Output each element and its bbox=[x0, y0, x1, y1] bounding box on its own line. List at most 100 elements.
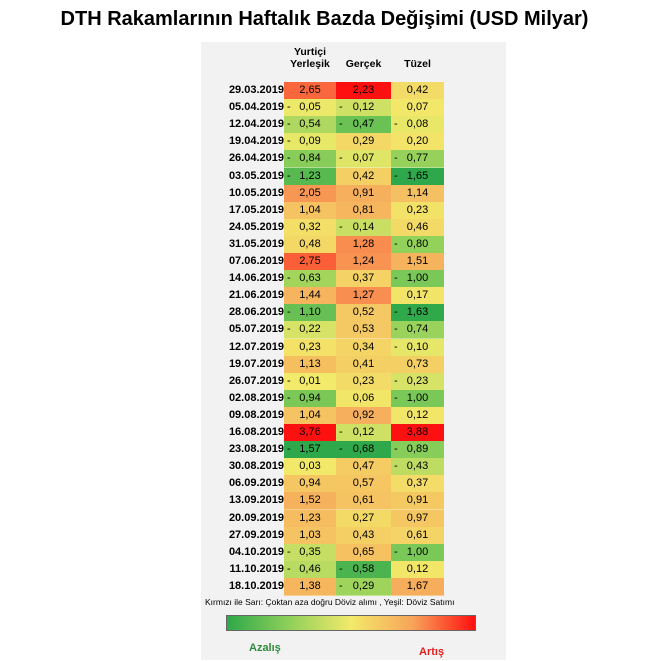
heatmap-cell: 0,03 bbox=[284, 458, 336, 477]
cell-value: 0,29 bbox=[352, 579, 375, 592]
cell-value: 0,42 bbox=[352, 169, 375, 182]
heatmap-cell: 1,13 bbox=[284, 355, 336, 374]
heatmap-cell: -0,54 bbox=[284, 116, 336, 135]
row-date: 17.05.2019 bbox=[228, 203, 284, 216]
cell-value: 1,52 bbox=[299, 494, 321, 507]
heatmap-cell: -0,77 bbox=[391, 150, 444, 169]
cell-value: 0,07 bbox=[352, 152, 375, 165]
cell-value: 1,04 bbox=[299, 203, 321, 216]
heatmap-cell: -1,23 bbox=[284, 167, 336, 186]
negative-sign: - bbox=[339, 579, 343, 592]
heatmap-cell: -0,74 bbox=[391, 321, 444, 340]
heatmap-cell: 0,73 bbox=[391, 355, 444, 374]
negative-sign: - bbox=[394, 118, 398, 131]
negative-sign: - bbox=[394, 460, 398, 473]
cell-value: 2,75 bbox=[299, 255, 321, 267]
heatmap-cell: 2,05 bbox=[284, 184, 336, 203]
heatmap-cell: -0,09 bbox=[284, 133, 336, 152]
cell-value: 0,92 bbox=[352, 408, 375, 421]
row-date: 19.04.2019 bbox=[228, 135, 284, 148]
cell-value: 0,63 bbox=[299, 272, 321, 285]
heatmap-cell: 0,34 bbox=[336, 338, 391, 357]
cell-value: 1,51 bbox=[406, 255, 429, 267]
heatmap-cell: 1,67 bbox=[391, 577, 444, 596]
heatmap-cell: 0,57 bbox=[336, 475, 391, 494]
row-date: 23.08.2019 bbox=[228, 443, 284, 456]
heatmap-cell: 0,61 bbox=[391, 526, 444, 545]
cell-value: 1,38 bbox=[299, 579, 321, 592]
negative-sign: - bbox=[287, 118, 291, 131]
cell-value: 1,44 bbox=[299, 289, 321, 302]
negative-sign: - bbox=[394, 340, 398, 353]
cell-value: 1,57 bbox=[299, 443, 321, 456]
heatmap-cell: -0,12 bbox=[336, 99, 391, 118]
heatmap-cell: -0,05 bbox=[284, 99, 336, 118]
heatmap-cell: -0,10 bbox=[391, 338, 444, 357]
negative-sign: - bbox=[394, 306, 398, 319]
cell-value: 0,37 bbox=[406, 477, 429, 490]
heatmap-cell: 3,88 bbox=[391, 424, 444, 442]
cell-value: 1,28 bbox=[352, 237, 375, 250]
cell-value: 0,48 bbox=[299, 237, 321, 250]
row-date: 16.08.2019 bbox=[228, 426, 284, 438]
heatmap-cell: -0,80 bbox=[391, 235, 444, 254]
negative-sign: - bbox=[287, 323, 291, 336]
cell-value: 0,47 bbox=[352, 118, 375, 131]
heatmap-cell: -1,00 bbox=[391, 543, 444, 562]
cell-value: 1,04 bbox=[299, 408, 321, 421]
cell-value: 0,10 bbox=[406, 340, 429, 353]
negative-sign: - bbox=[339, 426, 343, 438]
negative-sign: - bbox=[339, 443, 343, 456]
cell-value: 0,23 bbox=[406, 374, 429, 387]
column-header-line: Tüzel bbox=[404, 58, 431, 70]
heatmap-cell: 0,23 bbox=[391, 201, 444, 220]
legend-low-label: Azalış bbox=[249, 642, 281, 654]
negative-sign: - bbox=[287, 306, 291, 319]
cell-value: 0,23 bbox=[406, 203, 429, 216]
negative-sign: - bbox=[394, 545, 398, 558]
heatmap-cell: 2,75 bbox=[284, 253, 336, 271]
cell-value: 0,46 bbox=[299, 562, 321, 575]
heatmap-cell: 2,65 bbox=[284, 82, 336, 100]
heatmap-cell: 0,43 bbox=[336, 526, 391, 545]
cell-value: 0,34 bbox=[352, 340, 375, 353]
heatmap-cell: 0,23 bbox=[284, 338, 336, 357]
negative-sign: - bbox=[394, 323, 398, 336]
cell-value: 1,03 bbox=[299, 528, 321, 541]
cell-value: 1,13 bbox=[299, 357, 321, 370]
cell-value: 0,12 bbox=[352, 426, 375, 438]
heatmap-cell: 0,06 bbox=[336, 389, 391, 408]
heatmap-cell: 0,07 bbox=[391, 99, 444, 118]
negative-sign: - bbox=[394, 237, 398, 250]
heatmap-cell: 0,42 bbox=[391, 82, 444, 100]
row-date: 12.07.2019 bbox=[228, 340, 284, 353]
negative-sign: - bbox=[287, 272, 291, 285]
cell-value: 1,24 bbox=[352, 255, 375, 267]
legend-text: Kırmızı ile Sarı: Çoktan aza doğru Döviz… bbox=[205, 597, 455, 607]
negative-sign: - bbox=[287, 169, 291, 182]
heatmap-cell: 0,29 bbox=[336, 133, 391, 152]
cell-value: 0,65 bbox=[352, 545, 375, 558]
cell-value: 0,37 bbox=[352, 272, 375, 285]
cell-value: 0,94 bbox=[299, 391, 321, 404]
row-date: 20.09.2019 bbox=[228, 511, 284, 524]
legend-high-label: Artış bbox=[419, 646, 445, 658]
row-date: 29.03.2019 bbox=[228, 84, 284, 96]
negative-sign: - bbox=[287, 152, 291, 165]
negative-sign: - bbox=[339, 220, 343, 233]
cell-value: 0,54 bbox=[299, 118, 321, 131]
column-header-line: Gerçek bbox=[345, 58, 382, 70]
heatmap-cell: 0,47 bbox=[336, 458, 391, 477]
cell-value: 2,23 bbox=[352, 84, 375, 96]
row-date: 21.06.2019 bbox=[228, 289, 284, 302]
color-scale-bar bbox=[226, 615, 476, 631]
heatmap-cell: 0,91 bbox=[391, 492, 444, 511]
heatmap-cell: 0,52 bbox=[336, 304, 391, 323]
cell-value: 1,67 bbox=[406, 579, 429, 592]
heatmap-cell: -0,08 bbox=[391, 116, 444, 135]
cell-value: 0,03 bbox=[299, 460, 321, 473]
row-date: 10.05.2019 bbox=[228, 186, 284, 199]
column-header-line: Yurtiçi bbox=[293, 46, 327, 58]
row-date: 05.04.2019 bbox=[228, 101, 284, 114]
cell-value: 0,84 bbox=[299, 152, 321, 165]
